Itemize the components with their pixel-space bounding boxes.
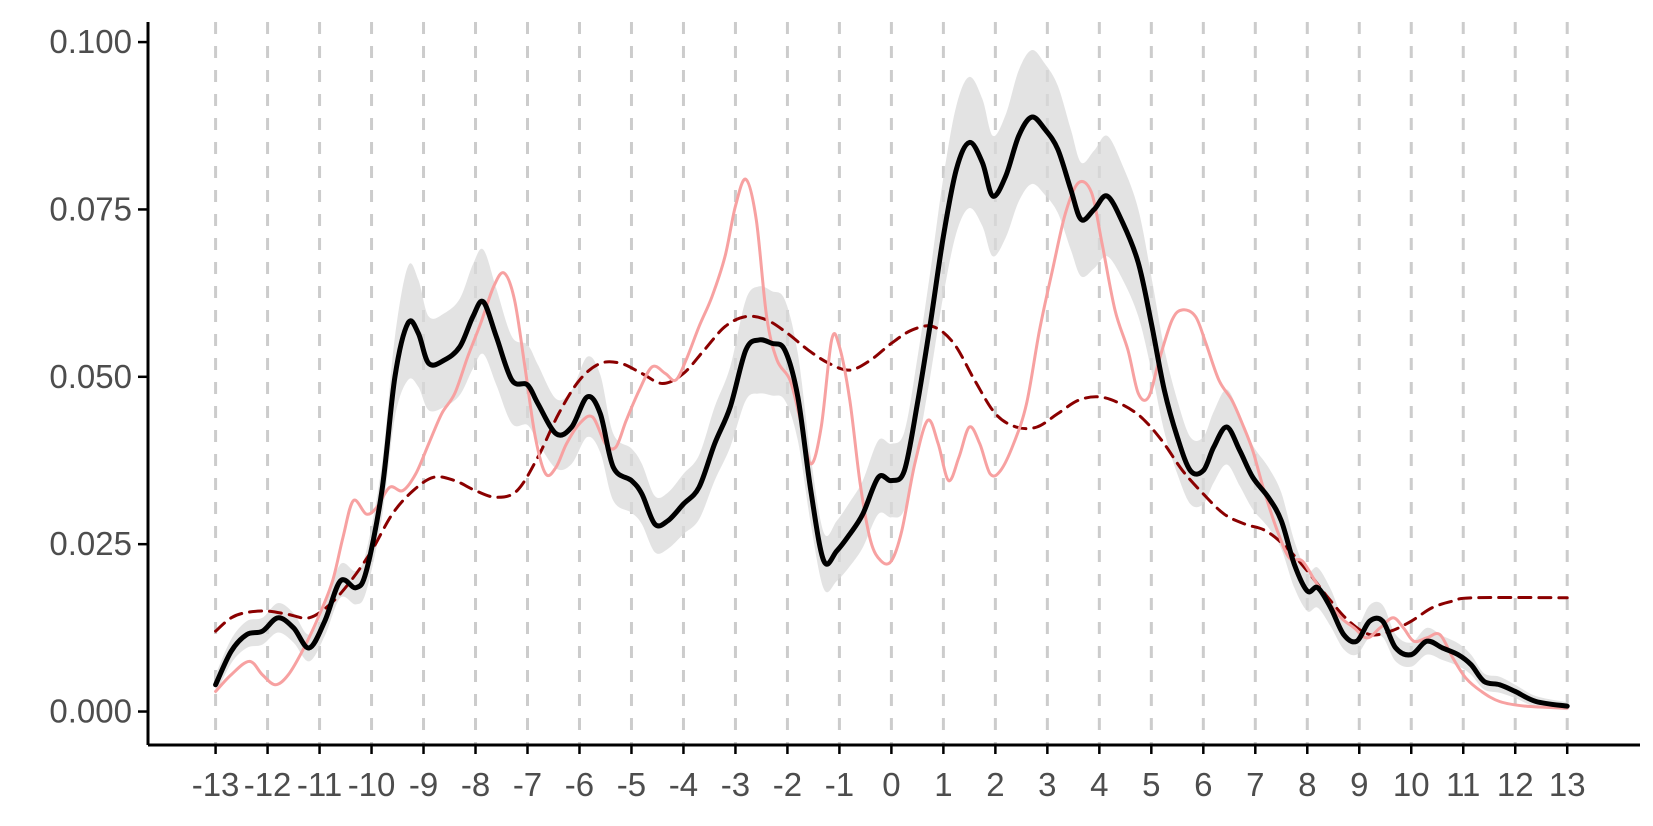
y-tick-label: 0.075 — [49, 190, 132, 227]
x-tick-label: -6 — [565, 766, 594, 803]
x-tick-label: -11 — [297, 766, 342, 803]
x-tick-label: 11 — [1446, 766, 1480, 803]
gridlines — [214, 22, 1569, 745]
x-tick-label: 0 — [882, 766, 900, 803]
x-tick-label: -5 — [617, 766, 646, 803]
x-tick-label: -13 — [192, 766, 240, 803]
x-tick-label: -12 — [244, 766, 292, 803]
x-tick-label: 13 — [1549, 766, 1586, 803]
y-tick-label: 0.025 — [49, 525, 132, 562]
x-tick-label: 10 — [1393, 766, 1430, 803]
x-tick-label: 3 — [1038, 766, 1056, 803]
x-tick-label: 12 — [1497, 766, 1534, 803]
x-tick-label: 2 — [986, 766, 1004, 803]
x-tick-label: -10 — [348, 766, 396, 803]
x-tick-label: 8 — [1298, 766, 1316, 803]
x-tick-label: 7 — [1246, 766, 1264, 803]
x-tick-label: 4 — [1090, 766, 1108, 803]
x-tick-label: -2 — [773, 766, 802, 803]
pink-line — [214, 177, 1569, 710]
series-lines — [213, 114, 1570, 710]
axes — [138, 22, 1640, 754]
dashed-darkred-line — [214, 314, 1569, 637]
black-line — [213, 114, 1570, 709]
x-tick-label: -4 — [669, 766, 698, 803]
y-tick-label: 0.050 — [49, 358, 132, 395]
x-tick-label: 9 — [1350, 766, 1368, 803]
x-tick-label: -8 — [461, 766, 490, 803]
x-tick-label: -3 — [721, 766, 750, 803]
y-tick-label: 0.100 — [49, 23, 132, 60]
x-tick-label: 5 — [1142, 766, 1160, 803]
x-tick-label: 6 — [1194, 766, 1212, 803]
x-tick-label: -7 — [513, 766, 542, 803]
x-tick-label: -9 — [409, 766, 438, 803]
x-tick-label: -1 — [825, 766, 854, 803]
x-tick-label: 1 — [934, 766, 952, 803]
y-tick-label: 0.000 — [49, 693, 132, 730]
